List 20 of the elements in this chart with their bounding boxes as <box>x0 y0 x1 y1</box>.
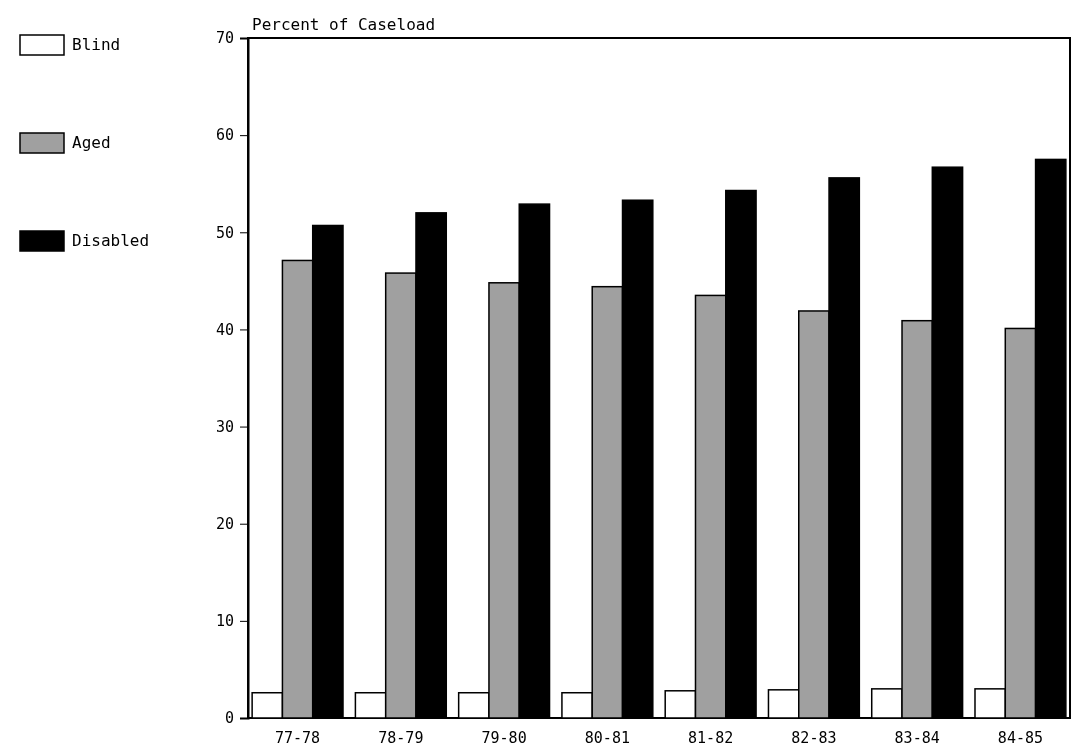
x-tick-label: 83-84 <box>894 728 940 747</box>
x-tick-label: 79-80 <box>481 728 527 747</box>
x-tick-label: 81-82 <box>688 728 734 747</box>
y-tick-label: 70 <box>215 29 234 48</box>
y-tick-label: 30 <box>215 417 234 436</box>
x-tick-label: 77-78 <box>274 728 321 747</box>
chart-title: Percent of Caseload <box>252 15 436 34</box>
y-tick-label: 40 <box>215 320 234 339</box>
y-tick-label: 60 <box>215 126 234 145</box>
y-tick-label: 0 <box>224 709 234 728</box>
legend-label: Blind <box>72 35 121 54</box>
y-tick-label: 10 <box>215 612 234 631</box>
x-tick-label: 84-85 <box>997 728 1044 747</box>
x-tick-label: 82-83 <box>791 728 837 747</box>
legend-label: Disabled <box>72 231 150 250</box>
legend-label: Aged <box>72 133 111 152</box>
y-tick-label: 50 <box>215 223 234 242</box>
x-tick-label: 78-79 <box>378 728 424 747</box>
y-tick-label: 20 <box>215 515 234 534</box>
x-tick-label: 80-81 <box>584 728 630 747</box>
